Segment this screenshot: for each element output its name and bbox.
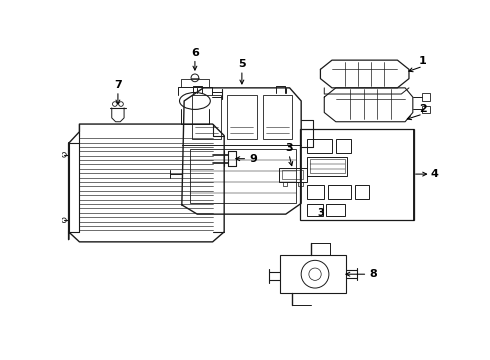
- Bar: [336, 139, 351, 153]
- Text: 2: 2: [419, 104, 427, 114]
- Text: 3: 3: [285, 143, 293, 153]
- Bar: [422, 93, 430, 101]
- Bar: [326, 204, 345, 216]
- Bar: [279, 168, 307, 182]
- Bar: [227, 95, 257, 139]
- Bar: [307, 157, 347, 176]
- Text: 8: 8: [369, 269, 377, 279]
- Bar: [422, 105, 430, 113]
- Text: 1: 1: [419, 56, 427, 66]
- Bar: [280, 255, 346, 293]
- Bar: [192, 95, 221, 139]
- Bar: [300, 130, 414, 220]
- Text: 3: 3: [317, 208, 324, 217]
- Text: 6: 6: [191, 48, 199, 58]
- Text: 4: 4: [430, 169, 439, 179]
- Bar: [263, 95, 292, 139]
- Text: 5: 5: [238, 59, 245, 69]
- Bar: [328, 185, 351, 199]
- Bar: [355, 185, 369, 199]
- Bar: [310, 159, 345, 173]
- Bar: [307, 139, 332, 153]
- Text: 7: 7: [114, 80, 122, 90]
- Bar: [282, 170, 303, 180]
- Text: 9: 9: [249, 154, 257, 164]
- Bar: [190, 149, 296, 203]
- Bar: [307, 204, 323, 216]
- Bar: [307, 185, 324, 199]
